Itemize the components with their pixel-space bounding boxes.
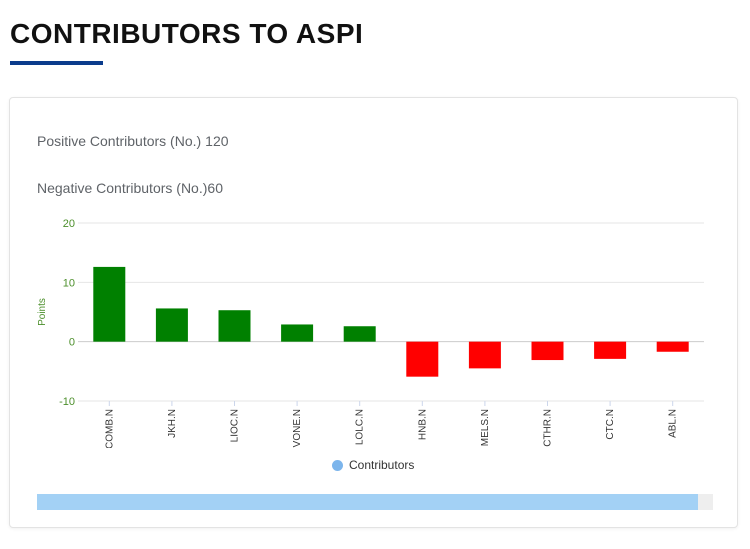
bar-mels-n[interactable]	[468, 341, 501, 369]
negative-contributors: Negative Contributors (No.)60	[37, 180, 223, 196]
negative-contributors-label: Negative Contributors (No.)	[37, 180, 208, 196]
positive-contributors-value: 120	[205, 133, 229, 149]
x-tick-label: CTC.N	[605, 409, 616, 440]
y-tick-label: 10	[63, 277, 75, 289]
chart-scrollbar[interactable]	[37, 494, 713, 510]
bar-abl-n[interactable]	[656, 341, 689, 352]
x-tick-label: ABL.N	[668, 409, 679, 438]
bar-cthr-n[interactable]	[531, 341, 564, 361]
bar-ctc-n[interactable]	[594, 341, 627, 359]
y-axis-title: Points	[37, 298, 48, 326]
y-tick-label: 20	[63, 218, 75, 230]
bar-jkh-n[interactable]	[155, 308, 188, 342]
positive-contributors-label: Positive Contributors (No.)	[37, 133, 202, 149]
bar-hnb-n[interactable]	[406, 341, 439, 377]
page-title: CONTRIBUTORS TO ASPI	[10, 18, 364, 49]
bars	[93, 266, 689, 377]
y-tick-label: -10	[59, 396, 75, 408]
legend-marker	[332, 459, 343, 471]
x-tick-label: MELS.N	[480, 409, 491, 446]
x-tick-label: LIOC.N	[230, 409, 241, 442]
bar-comb-n[interactable]	[93, 266, 126, 342]
positive-contributors: Positive Contributors (No.) 120	[37, 133, 229, 149]
y-axis-ticks: 20 10 0 -10	[59, 218, 75, 408]
bar-vone-n[interactable]	[281, 324, 314, 342]
x-tick-label: JKH.N	[167, 409, 178, 438]
y-tick-label: 0	[69, 337, 75, 349]
bar-lolc-n[interactable]	[343, 326, 376, 342]
bar-chart: 20 10 0 -10 Points COMB.N JKH.N LIOC.N VONE.N L…	[37, 218, 704, 448]
legend-label: Contributors	[349, 458, 415, 472]
negative-contributors-value: 60	[207, 180, 223, 196]
x-tick-label: HNB.N	[417, 409, 428, 440]
scrollbar-thumb[interactable]	[37, 494, 698, 510]
x-tick-label: COMB.N	[104, 409, 115, 448]
x-axis-ticks: COMB.N JKH.N LIOC.N VONE.N LOLC.N HNB.N MELS.N…	[104, 401, 679, 448]
x-tick-label: LOLC.N	[355, 409, 366, 445]
x-tick-label: CTHR.N	[543, 409, 554, 447]
legend-item-contributors[interactable]: Contributors	[332, 458, 414, 472]
x-tick-label: VONE.N	[292, 409, 303, 447]
title-underline	[10, 61, 103, 65]
bar-lioc-n[interactable]	[218, 310, 251, 342]
contributors-card: Positive Contributors (No.) 120 Negative …	[9, 97, 738, 528]
